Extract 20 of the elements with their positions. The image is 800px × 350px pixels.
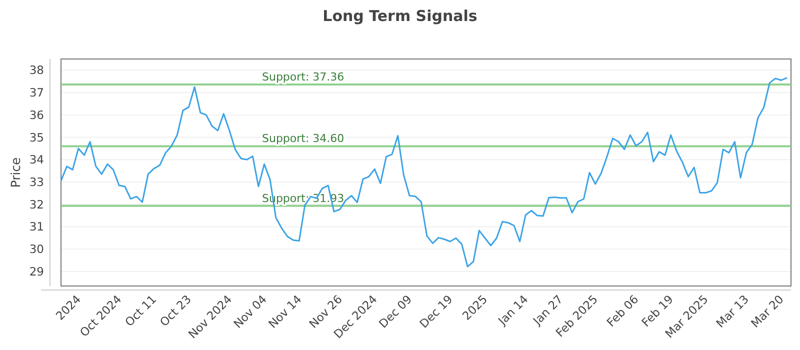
y-tick-label: 38 (29, 63, 44, 78)
y-axis-title: Price (8, 156, 23, 188)
x-tick-label: Dec 09 (376, 292, 415, 331)
y-tick-label: 32 (29, 197, 44, 212)
x-tick-label: Feb 06 (604, 292, 642, 330)
y-tick-label: 36 (29, 108, 44, 122)
x-tick-label: Dec 19 (416, 292, 456, 331)
y-tick-label: 29 (29, 264, 44, 278)
x-tick-label: Jan 14 (494, 292, 531, 328)
chart-title: Long Term Signals (322, 7, 478, 25)
y-tick-label: 31 (29, 220, 44, 234)
y-tick-label: 35 (29, 130, 44, 144)
y-tick-label: 33 (29, 175, 44, 190)
ref-line-label: Support: 34.60 (262, 132, 344, 146)
x-tick-label: Oct 11 (122, 292, 160, 330)
y-tick-label: 34 (29, 152, 44, 167)
y-tick-label: 37 (29, 86, 44, 100)
ref-line-label: Support: 37.36 (262, 70, 344, 84)
y-tick-label: 30 (29, 242, 44, 256)
x-tick-label: Oct 23 (156, 292, 194, 330)
